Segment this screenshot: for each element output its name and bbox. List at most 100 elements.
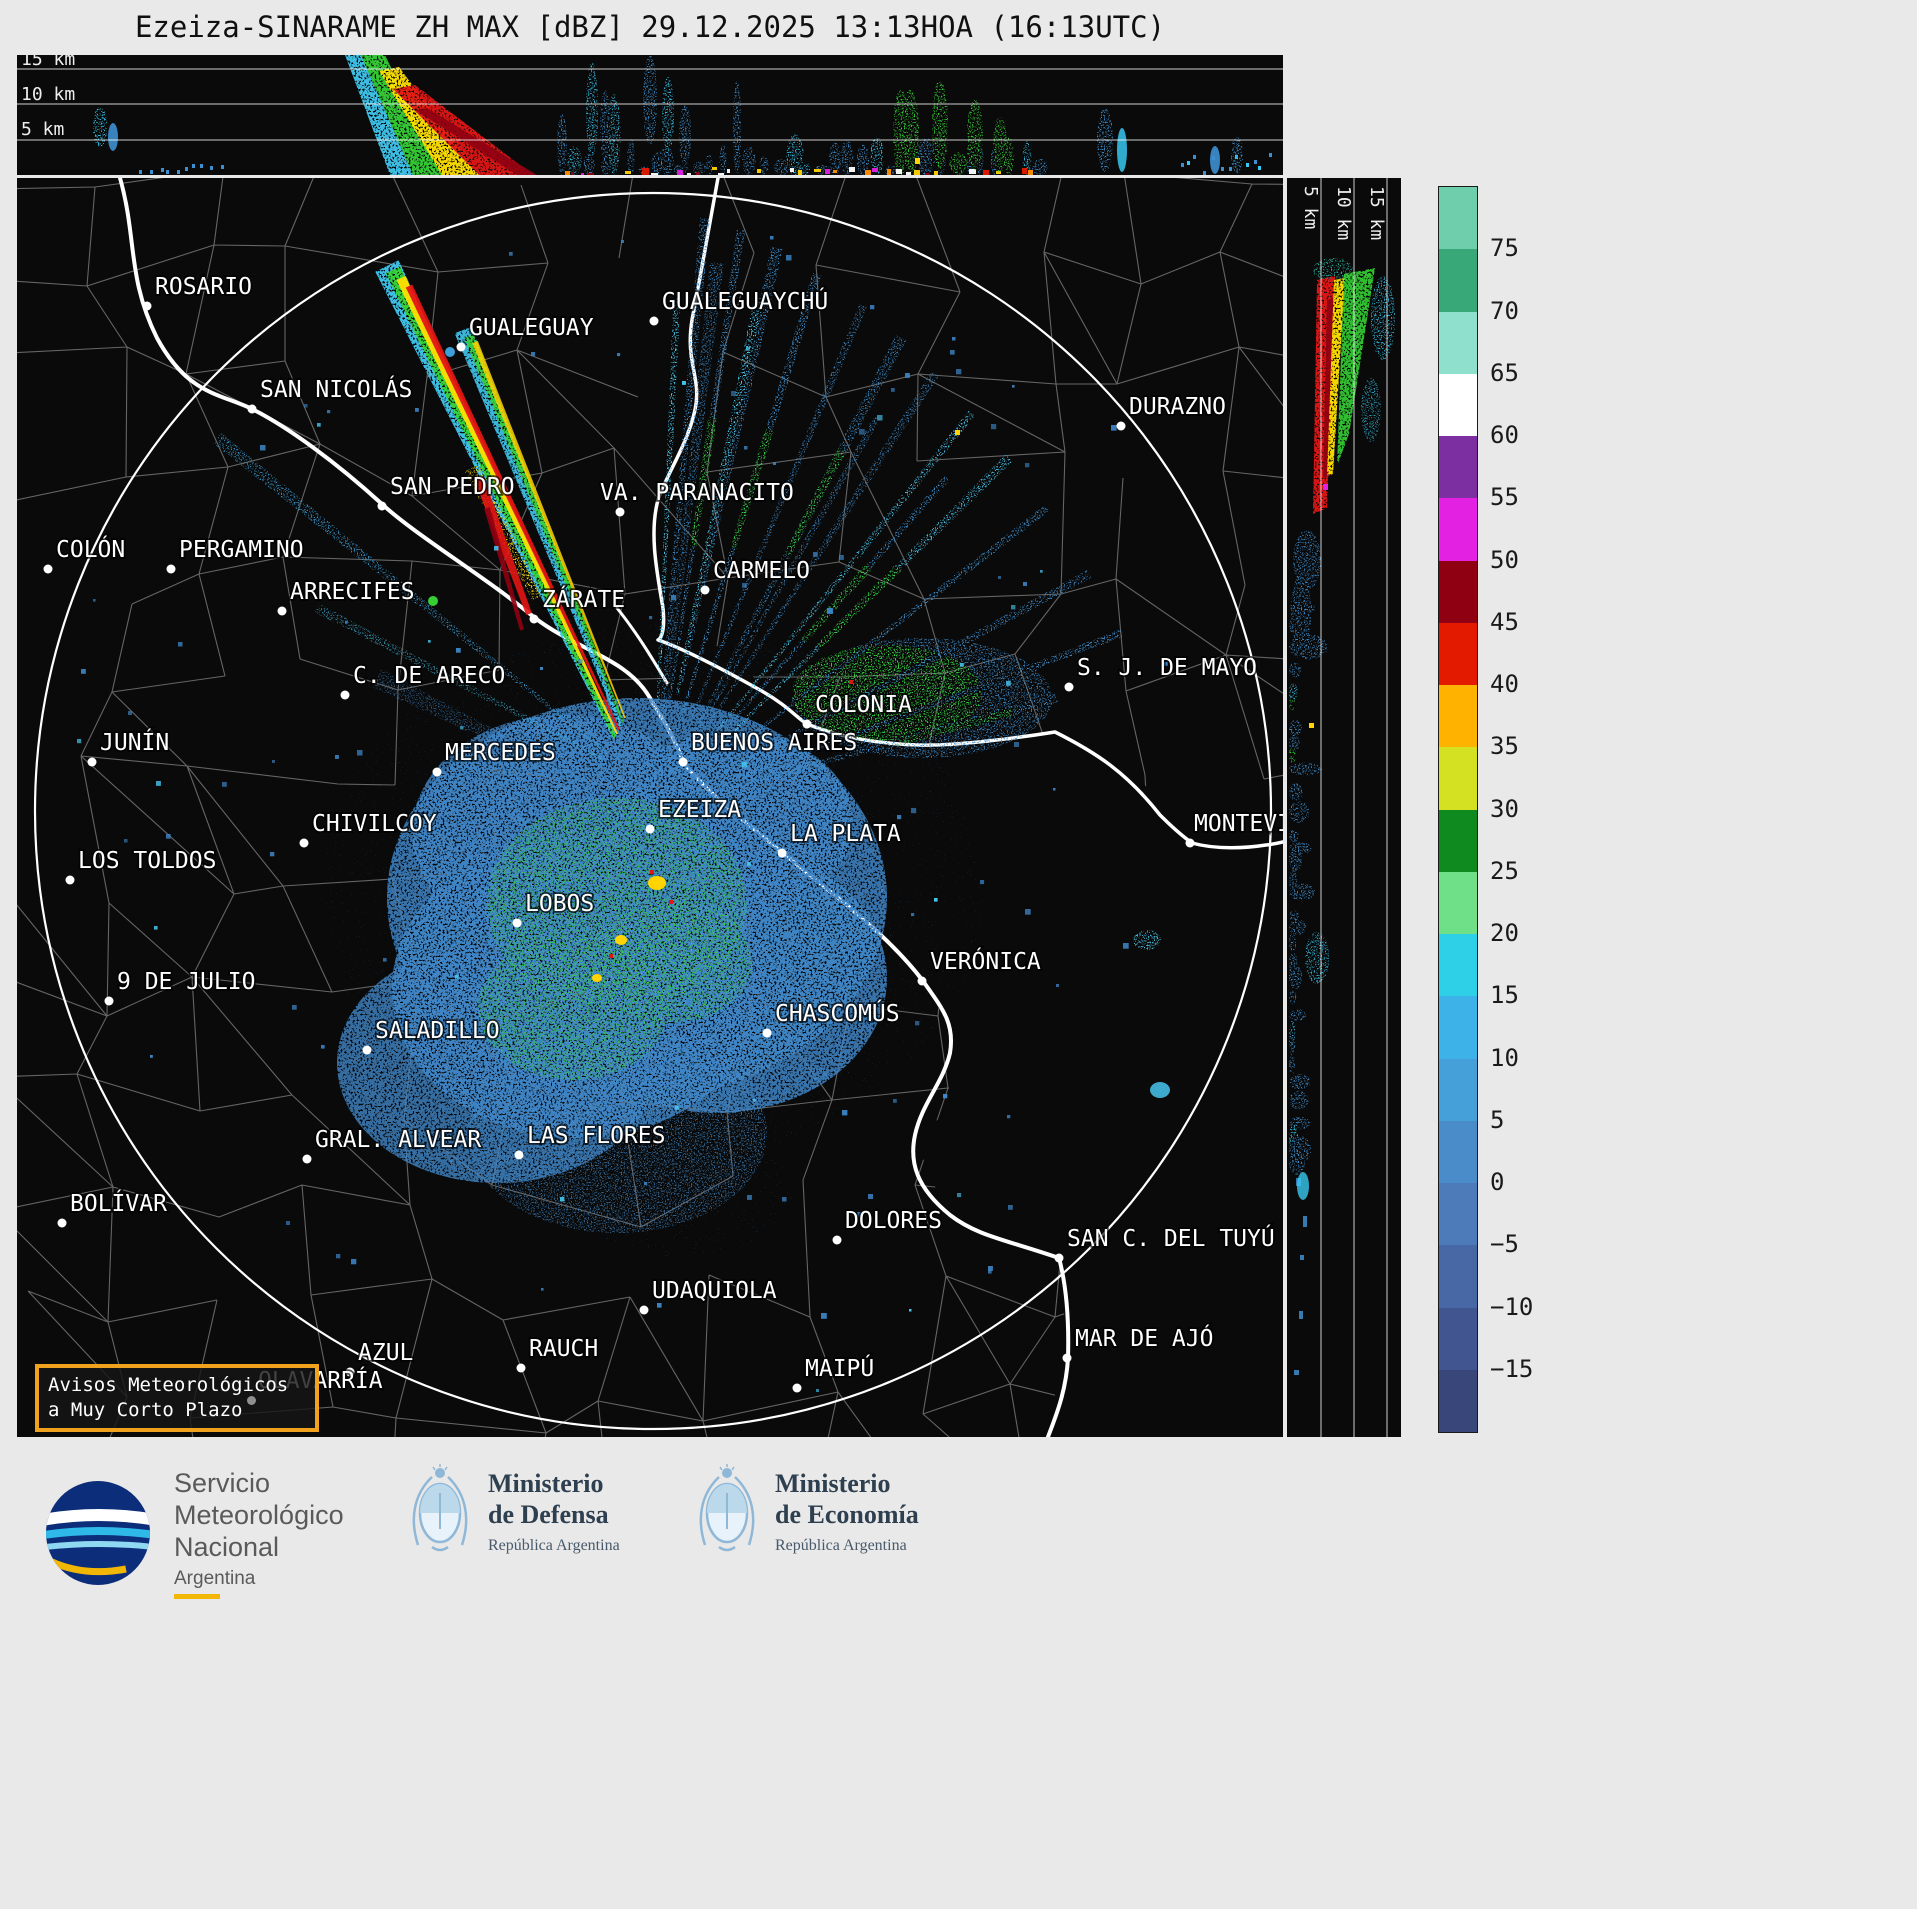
smn-name-line: Meteorológico — [174, 1500, 344, 1530]
ministry-name-line: Ministerio — [488, 1468, 604, 1498]
height-axis-label: 10 km — [21, 84, 75, 105]
city-label: JUNÍN — [100, 728, 169, 756]
height-axis-label: 15 km — [1366, 186, 1387, 240]
ministry-subtitle: República Argentina — [488, 1536, 620, 1554]
city-dot — [57, 1218, 67, 1228]
colorbar-segment — [1439, 498, 1477, 561]
city-dot — [615, 507, 625, 517]
colorbar-tick-label: 25 — [1490, 856, 1519, 885]
city-label: BUENOS AIRES — [691, 730, 857, 756]
colorbar-segment — [1439, 436, 1477, 499]
smn-yellow-bar — [174, 1594, 220, 1599]
city-dot — [777, 848, 787, 858]
ministry-defensa-branding: Ministerio de Defensa República Argentin… — [408, 1463, 620, 1559]
city-label: GUALEGUAYCHÚ — [662, 287, 828, 315]
right-profile-axis-labels: 5 km 10 km 15 km — [1300, 186, 1387, 240]
city-dot — [832, 1235, 842, 1245]
height-gridlines — [17, 68, 1283, 141]
city-label: COLONIA — [815, 692, 912, 718]
city-dot — [645, 824, 655, 834]
colorbar-tick-label: 50 — [1490, 545, 1519, 574]
city-label: MAR DE AJÓ — [1075, 1324, 1213, 1352]
ministry-name-line: de Economía — [775, 1499, 919, 1529]
colorbar-tick-label: 5 — [1490, 1105, 1505, 1134]
city-dot — [247, 404, 257, 414]
smn-country: Argentina — [174, 1568, 256, 1589]
city-dot — [104, 996, 114, 1006]
city-label: AZUL — [358, 1340, 413, 1366]
ministry-subtitle: República Argentina — [775, 1536, 907, 1554]
ministry-economia-text: Ministerio de Economía República Argenti… — [775, 1468, 919, 1555]
city-dot — [529, 614, 539, 624]
city-label: EZEIZA — [658, 797, 741, 823]
city-label: PERGAMINO — [179, 537, 304, 563]
colorbar-segment — [1439, 311, 1477, 374]
ministry-economia-branding: Ministerio de Economía República Argenti… — [695, 1463, 919, 1559]
smn-text: Servicio Meteorológico Nacional Argentin… — [174, 1467, 344, 1599]
colorbar-tick-label: 30 — [1490, 794, 1519, 823]
argentina-coat-of-arms-icon — [412, 1464, 468, 1552]
city-dot — [166, 564, 176, 574]
colorbar-tick-label: 15 — [1490, 981, 1519, 1010]
city-dot — [87, 757, 97, 767]
colorbar-segment — [1439, 1245, 1477, 1308]
radar-spikes — [77, 217, 1170, 1392]
colorbar-segment — [1439, 871, 1477, 934]
colorbar-segment — [1439, 560, 1477, 623]
smn-name-line: Servicio — [174, 1468, 271, 1498]
city-label: ZÁRATE — [542, 585, 625, 613]
colorbar-segment — [1439, 622, 1477, 685]
top-profile-axis-labels: 15 km 10 km 5 km — [21, 49, 75, 140]
smn-name-line: Nacional — [174, 1532, 280, 1562]
colorbar-tick-label: 20 — [1490, 919, 1519, 947]
city-label: ARRECIFES — [290, 579, 415, 605]
colorbar-tick-label: 45 — [1490, 607, 1519, 636]
alert-badge: Avisos Meteorológicos a Muy Corto Plazo — [35, 1364, 319, 1432]
city-label: LAS FLORES — [527, 1123, 665, 1149]
city-dot — [1116, 421, 1126, 431]
colorbar-segment — [1439, 187, 1477, 250]
colorbar-segment — [1439, 1058, 1477, 1121]
city-label: RAUCH — [529, 1336, 598, 1362]
city-label: DOLORES — [845, 1208, 942, 1234]
alert-line-2: a Muy Corto Plazo — [48, 1399, 243, 1421]
city-dot — [142, 301, 152, 311]
city-dot — [639, 1305, 649, 1315]
radar-map-panel: ROSARIO GUALEGUAYCHÚ GUALEGUAY SAN NICOLÁS D… — [0, 150, 1379, 1538]
colorbar-segment — [1439, 1369, 1477, 1432]
city-dot — [1185, 838, 1195, 848]
colorbar-tick-label: −10 — [1490, 1292, 1534, 1321]
city-dot-dimmed — [247, 1396, 256, 1405]
city-dot — [514, 1150, 524, 1160]
colorbar-tick-label: 10 — [1490, 1043, 1519, 1072]
city-dot — [340, 690, 350, 700]
city-label: C. DE ARECO — [353, 663, 505, 689]
top-height-profile-panel: 15 km 10 km 5 km — [17, 49, 1283, 179]
colorbar-tick-label: 0 — [1490, 1168, 1505, 1196]
height-axis-label: 5 km — [21, 119, 64, 140]
city-label: CARMELO — [713, 558, 810, 584]
city-dot — [345, 1367, 355, 1377]
colorbar-tick-label: 60 — [1490, 421, 1519, 449]
city-label: COLÓN — [56, 535, 125, 563]
city-label: 9 DE JULIO — [117, 969, 255, 995]
city-label: SAN PEDRO — [390, 474, 515, 500]
dbz-colorbar — [1438, 186, 1478, 1433]
city-dot — [1054, 1253, 1064, 1263]
colorbar-tick-label: −5 — [1490, 1230, 1519, 1259]
city-dot — [377, 501, 387, 511]
city-label: UDAQUIOLA — [652, 1278, 777, 1304]
city-label: GUALEGUAY — [469, 315, 594, 341]
height-axis-label: 10 km — [1333, 186, 1354, 240]
city-label: LOBOS — [525, 891, 594, 917]
footer: Servicio Meteorológico Nacional Argentin… — [0, 1459, 1917, 1659]
city-dot — [678, 757, 688, 767]
city-dot — [277, 606, 287, 616]
city-label: ROSARIO — [155, 274, 252, 300]
city-label: MERCEDES — [445, 740, 556, 766]
colorbar-segment — [1439, 373, 1477, 436]
product-title: Ezeiza-SINARAME ZH MAX [dBZ] 29.12.2025 … — [134, 10, 1166, 44]
colorbar-segment — [1439, 747, 1477, 810]
city-dot — [516, 1363, 526, 1373]
range-ring — [33, 191, 1273, 1431]
